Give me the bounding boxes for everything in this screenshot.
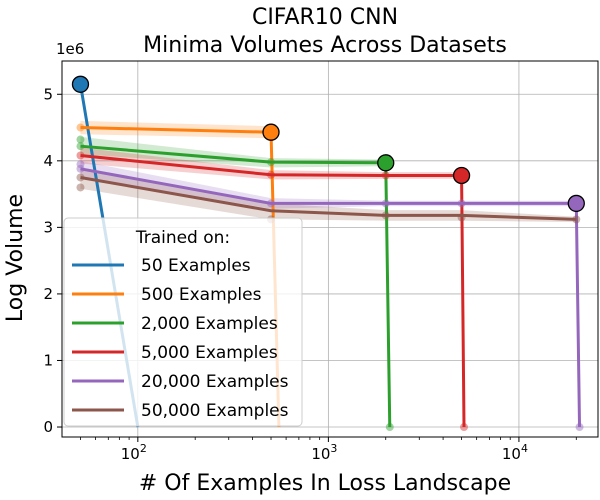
line-series-5: [80, 175, 577, 221]
faint-point-series-2-0: [76, 135, 85, 144]
chart-title: CIFAR10 CNN: [252, 5, 398, 30]
y-axis-label: Log Volume: [3, 194, 28, 322]
line-series-4: [80, 167, 582, 428]
x-tick-label-2: 104: [502, 442, 528, 463]
faint-point-series-3-2: [381, 171, 390, 180]
faint-point-series-2-3: [385, 423, 394, 432]
line-series-3: [80, 154, 466, 428]
faint-point-series-5-4: [457, 213, 466, 222]
y-tick-label-3: 3: [43, 218, 53, 236]
x-tick-label-0: 102: [121, 442, 147, 463]
y-offset-label: 1e6: [56, 40, 84, 58]
faint-point-series-4-4: [457, 199, 466, 208]
x-axis-label: # Of Examples In Loss Landscape: [139, 471, 511, 496]
y-tick-label-5: 5: [43, 85, 53, 103]
highlight-point-series-0: [71, 75, 90, 93]
y-tick-label-0: 0: [43, 418, 53, 436]
plot-frame: [61, 60, 599, 438]
faint-point-series-4-0: [76, 160, 85, 169]
faint-point-series-4-2: [267, 199, 276, 208]
faint-point-series-3-0: [76, 151, 85, 160]
legend-label-0: 50 Examples: [141, 256, 251, 276]
chart-subtitle: Minima Volumes Across Datasets: [143, 33, 507, 58]
faint-point-series-5-0: [76, 183, 85, 192]
highlight-point-series-2: [377, 154, 395, 172]
band-series-5: [80, 167, 577, 223]
faint-point-series-2-2: [267, 158, 276, 167]
legend-label-5: 50,000 Examples: [141, 401, 289, 421]
faint-point-series-4-1: [76, 164, 85, 173]
line-series-2: [80, 144, 392, 428]
legend-box: [63, 217, 303, 427]
highlight-point-series-1: [262, 123, 280, 141]
legend-label-2: 2,000 Examples: [141, 314, 278, 334]
x-tick-label-1: 103: [311, 442, 337, 463]
faint-point-series-5-5: [572, 215, 581, 224]
highlight-point-series-4: [567, 194, 585, 213]
legend: Trained on: 50 Examples 500 Examples 2,000…: [63, 217, 303, 427]
faint-point-series-1-0: [76, 123, 85, 132]
faint-point-series-4-3: [381, 199, 390, 208]
faint-point-series-2-1: [76, 142, 85, 151]
faint-point-series-5-3: [381, 211, 390, 220]
faint-point-series-3-3: [460, 423, 469, 432]
legend-label-4: 20,000 Examples: [141, 372, 289, 392]
highlight-point-series-3: [452, 166, 471, 185]
y-tick-label-2: 2: [43, 285, 53, 303]
faint-point-series-3-1: [267, 170, 276, 179]
legend-title: Trained on:: [135, 228, 230, 248]
band-series-2: [80, 136, 390, 431]
faint-point-series-4-5: [575, 423, 584, 432]
legend-label-3: 5,000 Examples: [141, 343, 278, 363]
y-tick-label-1: 1: [43, 351, 53, 369]
legend-entries: 50 Examples 500 Examples 2,000 Examples 5,0…: [72, 256, 289, 421]
legend-label-1: 500 Examples: [141, 285, 262, 305]
y-tick-label-4: 4: [43, 152, 53, 170]
faint-point-series-5-1: [76, 173, 85, 182]
